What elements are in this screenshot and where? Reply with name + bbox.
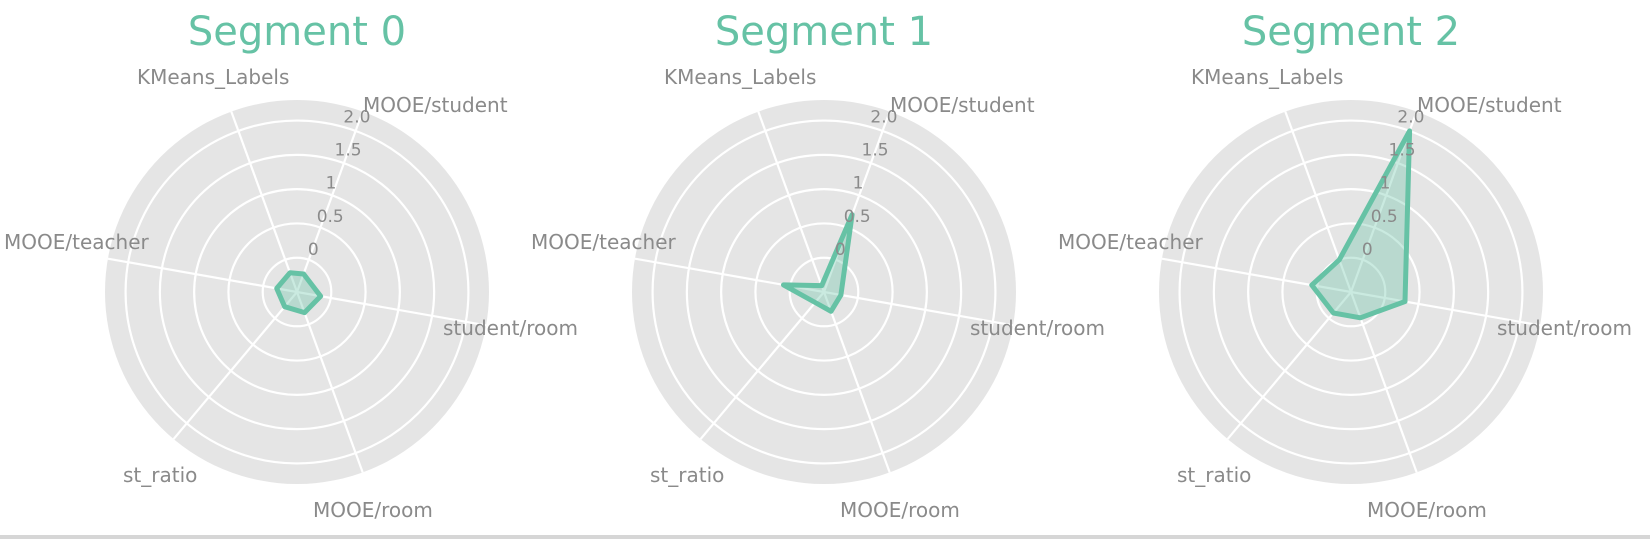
radar-spoke xyxy=(107,257,298,294)
axis-label-student-room: student/room xyxy=(443,316,578,340)
axis-label-mooe-student: MOOE/student xyxy=(1417,93,1562,117)
radial-tick-label: 0 xyxy=(1362,240,1373,260)
axis-label-mooe-teacher: MOOE/teacher xyxy=(4,230,149,254)
axis-label-st-ratio: st_ratio xyxy=(123,463,197,487)
radar-grid-ring xyxy=(651,119,997,465)
axis-label-kmeans-labels: KMeans_Labels xyxy=(137,65,289,89)
radar-grid-ring xyxy=(124,119,470,465)
radar-spoke xyxy=(296,290,487,327)
axis-label-mooe-student: MOOE/student xyxy=(890,93,1035,117)
radar-spoke xyxy=(822,291,891,473)
axis-label-mooe-teacher: MOOE/teacher xyxy=(531,230,676,254)
axis-label-mooe-teacher: MOOE/teacher xyxy=(1058,230,1203,254)
axis-label-st-ratio: st_ratio xyxy=(650,463,724,487)
axis-label-kmeans-labels: KMeans_Labels xyxy=(664,65,816,89)
radial-tick-label: 0.5 xyxy=(1371,207,1398,227)
radar-grid-ring xyxy=(158,153,436,431)
radial-tick-label: 2.0 xyxy=(1397,107,1424,127)
axis-label-mooe-student: MOOE/student xyxy=(363,93,508,117)
radar-grid-ring xyxy=(261,256,333,328)
radar-grid-ring xyxy=(1247,188,1455,396)
axis-label-mooe-room: MOOE/room xyxy=(1367,498,1487,522)
axis-label-kmeans-labels: KMeans_Labels xyxy=(1191,65,1343,89)
radar-spoke xyxy=(823,290,1014,327)
axis-label-mooe-room: MOOE/room xyxy=(840,498,960,522)
radar-grid-ring xyxy=(720,188,928,396)
radial-tick-label: 1 xyxy=(326,174,337,194)
radar-grid-ring xyxy=(788,256,860,328)
radial-tick-label: 2.0 xyxy=(870,107,897,127)
radar-spoke xyxy=(1161,257,1352,294)
radar-spoke xyxy=(172,291,298,440)
radar-spoke xyxy=(230,111,299,293)
radar-spoke xyxy=(699,291,825,440)
radial-tick-label: 1 xyxy=(1380,174,1391,194)
radial-tick-label: 1.5 xyxy=(1389,141,1416,161)
segment-title: Segment 0 xyxy=(188,9,406,55)
radar-grid-ring xyxy=(193,188,401,396)
radar-grid-ring xyxy=(1281,222,1421,362)
radar-grid-ring xyxy=(685,153,963,431)
radial-tick-label: 1 xyxy=(853,174,864,194)
radar-spoke xyxy=(1349,291,1418,473)
radar-grid-ring xyxy=(754,222,894,362)
radar-grid-ring xyxy=(1212,153,1490,431)
radar-grid-ring xyxy=(1178,119,1524,465)
radial-tick-label: 0.5 xyxy=(844,207,871,227)
radar-spoke xyxy=(295,111,364,293)
bottom-divider xyxy=(0,535,1650,539)
radar-spoke xyxy=(1350,290,1541,327)
radial-tick-label: 2.0 xyxy=(343,107,370,127)
axis-label-st-ratio: st_ratio xyxy=(1177,463,1251,487)
radial-tick-label: 0 xyxy=(835,240,846,260)
radial-tick-label: 1.5 xyxy=(335,141,362,161)
axis-label-student-room: student/room xyxy=(970,316,1105,340)
radial-tick-label: 1.5 xyxy=(862,141,889,161)
radar-spoke xyxy=(295,291,364,473)
segment-title: Segment 2 xyxy=(1242,9,1460,55)
axis-label-mooe-room: MOOE/room xyxy=(313,498,433,522)
radial-tick-label: 0.5 xyxy=(317,207,344,227)
radar-grid-ring xyxy=(227,222,367,362)
radar-spoke xyxy=(757,111,826,293)
radial-tick-label: 0 xyxy=(308,240,319,260)
axis-label-student-room: student/room xyxy=(1497,316,1632,340)
radar-spoke xyxy=(822,111,891,293)
segment-title: Segment 1 xyxy=(715,9,933,55)
radar-spoke xyxy=(1226,291,1352,440)
